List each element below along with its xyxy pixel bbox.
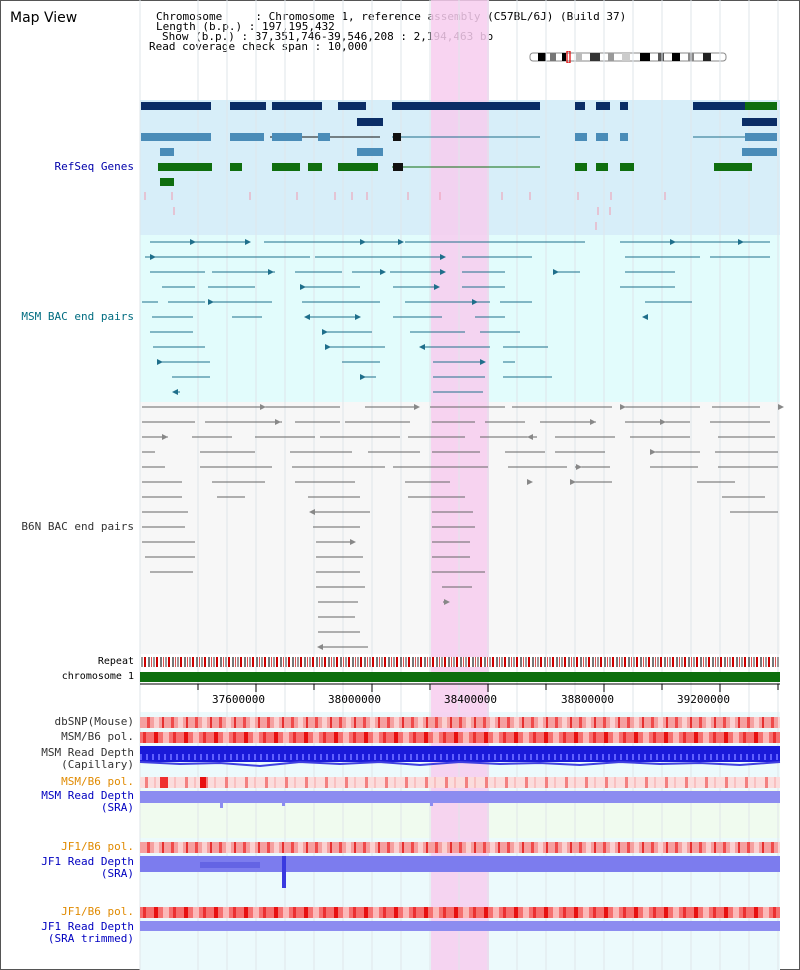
axis-tick-label: 37600000 [212, 693, 265, 706]
track-label-jf1-depth-sra-1: JF1 Read Depth [41, 855, 134, 868]
track-label-jf1-pol-1: JF1/B6 pol. [61, 840, 134, 853]
track-label-dbsnp: dbSNP(Mouse) [54, 715, 134, 728]
track-label-msm-depth-cap-2: (Capillary) [61, 758, 134, 771]
msm-depth-sra[interactable] [140, 791, 780, 803]
msm-depth-capillary[interactable] [140, 746, 780, 762]
track-label-chromosome: chromosome 1 [61, 671, 134, 682]
repeat-track[interactable] [140, 657, 780, 667]
axis-tick-label: 38800000 [561, 693, 614, 706]
track-label-jf1-depth-trim-2: (SRA trimmed) [47, 932, 134, 945]
msm-depth-capillary-edge [139, 760, 781, 768]
track-label-b6n-bac[interactable]: B6N BAC end pairs [21, 520, 134, 533]
axis-tick-label: 39200000 [677, 693, 730, 706]
msm-b6-pol-track-2[interactable] [140, 777, 780, 788]
track-label-msm-depth-cap-1: MSM Read Depth [41, 746, 134, 759]
selected-region-highlight[interactable] [431, 0, 489, 970]
b6n-bac-ends [162, 404, 784, 650]
chromosome-ideogram[interactable] [528, 51, 728, 63]
refseq-genes[interactable] [141, 102, 777, 230]
axis-tick-label: 38400000 [444, 693, 497, 706]
msm-bac-pairs[interactable] [142, 241, 770, 393]
track-label-msm-b6-pol-1: MSM/B6 pol. [61, 730, 134, 743]
track-label-jf1-depth-trim-1: JF1 Read Depth [41, 920, 134, 933]
track-label-msm-bac[interactable]: MSM BAC end pairs [21, 310, 134, 323]
axis-labels: 37600000 38000000 38400000 38800000 3920… [212, 693, 730, 706]
length-info: Length (b.p.) : 197,195,432 [156, 20, 335, 33]
msm-bac-ends [150, 239, 744, 395]
coverage-span-info: Read coverage check span : 10,000 [149, 40, 368, 53]
track-label-msm-depth-sra-2: (SRA) [100, 801, 134, 814]
chromosome-bar[interactable] [140, 672, 780, 682]
track-label-jf1-depth-sra-2: (SRA) [100, 867, 134, 880]
msm-b6-pol-track-1[interactable] [140, 732, 780, 743]
track-label-repeat: Repeat [97, 656, 134, 667]
axis-ticks [140, 683, 780, 692]
track-label-refseq[interactable]: RefSeq Genes [54, 160, 134, 173]
page-title: Map View [10, 10, 78, 26]
axis-tick-label: 38000000 [328, 693, 381, 706]
jf1-b6-pol-track-1[interactable] [140, 842, 780, 853]
jf1-depth-sra-trimmed[interactable] [140, 921, 780, 931]
jf1-b6-pol-track-2[interactable] [140, 907, 780, 918]
dbsnp-track[interactable] [140, 717, 780, 728]
track-label-msm-b6-pol-2: MSM/B6 pol. [61, 775, 134, 788]
grid-lines [139, 0, 779, 970]
jf1-depth-sra[interactable] [140, 856, 780, 872]
track-label-msm-depth-sra-1: MSM Read Depth [41, 789, 134, 802]
track-label-jf1-pol-2: JF1/B6 pol. [61, 905, 134, 918]
b6n-bac-pairs[interactable] [142, 406, 778, 648]
